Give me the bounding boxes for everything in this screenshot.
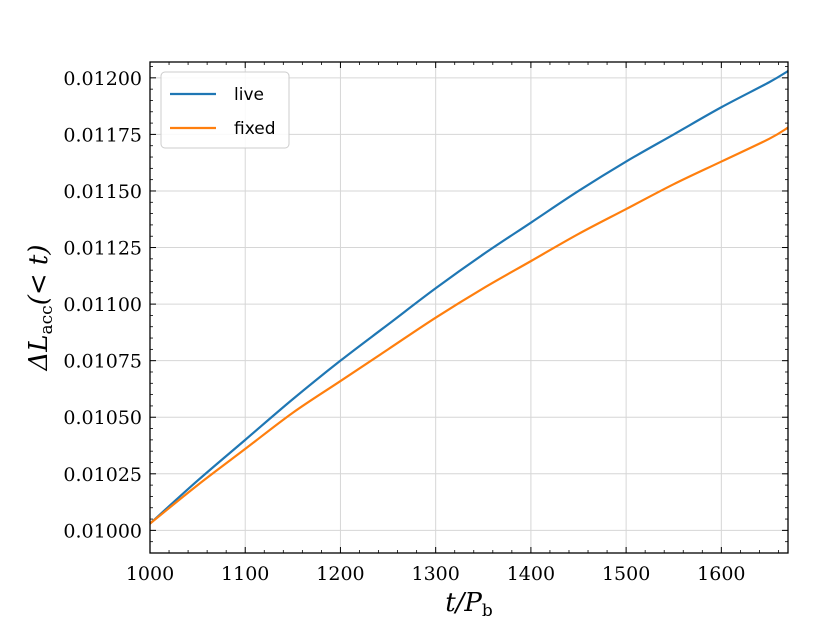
plot-frame (149, 61, 789, 554)
y-tick-label: 0.01200 (63, 68, 142, 90)
x-tick-label: 1100 (221, 563, 269, 585)
y-tick-label: 0.01150 (63, 181, 142, 203)
legend-label-live: live (234, 85, 264, 105)
y-tick-label: 0.01175 (63, 124, 142, 146)
x-axis-label: t/Pb (445, 588, 493, 621)
y-axis-label-sub: acc (37, 305, 57, 334)
legend: live fixed (160, 71, 290, 149)
grid (149, 62, 788, 553)
y-tick-label: 0.01000 (63, 520, 142, 542)
x-tick-label: 1300 (411, 563, 459, 585)
y-tick-label: 0.01025 (63, 464, 142, 486)
y-tick-label: 0.01075 (63, 351, 142, 373)
x-axis-label-main: t/P (445, 588, 482, 618)
y-axis-label-suffix: (< t) (24, 244, 54, 305)
series-line-live (149, 70, 789, 525)
y-tick-label: 0.01050 (63, 407, 142, 429)
x-tick-label: 1000 (126, 563, 174, 585)
y-tick-label: 0.01100 (63, 294, 142, 316)
legend-label-fixed: fixed (234, 119, 276, 139)
x-tick-label: 1500 (602, 563, 650, 585)
axis-ticks: 1000 1100 1200 1300 1400 1500 1600 0.01000 0.010… (63, 62, 788, 585)
x-axis-label-sub: b (482, 601, 493, 621)
x-tick-label: 1600 (697, 563, 745, 585)
y-tick-label: 0.01125 (63, 238, 142, 260)
series-lines (149, 70, 789, 525)
x-tick-label: 1200 (316, 563, 364, 585)
y-axis-label-main: ΔL (24, 334, 54, 371)
series-line-fixed (149, 126, 789, 525)
y-axis-label: ΔLacc(< t) (24, 244, 57, 371)
x-tick-label: 1400 (507, 563, 555, 585)
